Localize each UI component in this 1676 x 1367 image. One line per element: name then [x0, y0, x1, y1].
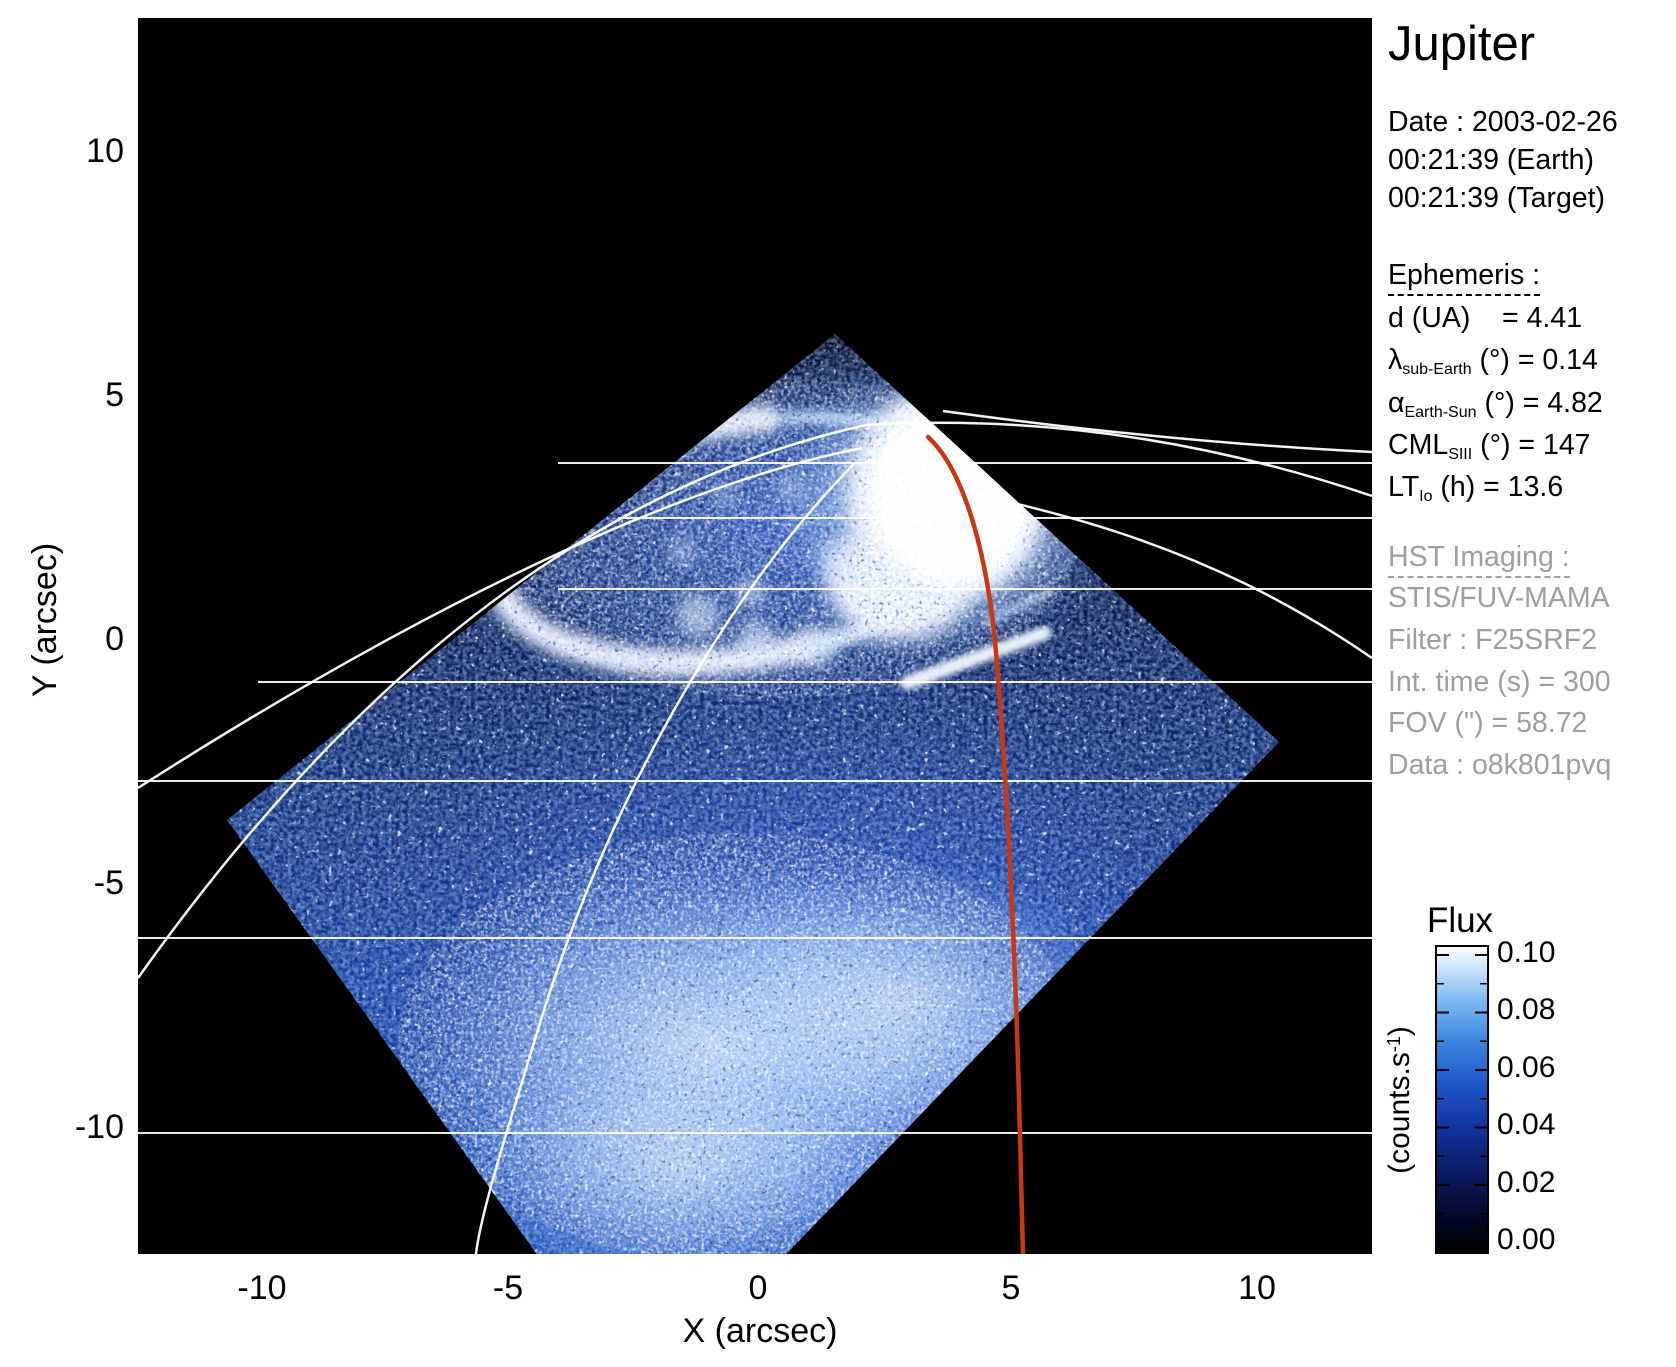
graticule	[138, 462, 1372, 1134]
ephemeris-row-sub-earth-lat: λsub-Earth (°) = 0.14	[1388, 344, 1598, 378]
x-tick-10: 10	[1238, 1269, 1276, 1307]
ephemeris-row-phase-angle: αEarth-Sun (°) = 4.82	[1388, 387, 1603, 421]
colorbar-gradient	[1437, 947, 1487, 1252]
hst-row-filter: Filter : F25SRF2	[1388, 624, 1598, 656]
colorbar-tick-label-006: 0.06	[1497, 1051, 1556, 1084]
ephemeris-header: Ephemeris :	[1388, 258, 1541, 296]
colorbar-ticks	[1437, 954, 1487, 1244]
image-panel	[138, 18, 1372, 1254]
figure-title: Jupiter	[1388, 17, 1536, 71]
hst-row-fov: FOV (") = 58.72	[1388, 707, 1588, 739]
y-tick-5: 5	[105, 376, 124, 414]
ephemeris-row-cml: CMLSIII (°) = 147	[1388, 429, 1591, 463]
date-line-3: 00:21:39 (Target)	[1388, 182, 1606, 214]
y-tick-0: 0	[105, 620, 124, 658]
y-axis-title: Y (arcsec)	[26, 542, 64, 698]
colorbar-title: Flux	[1426, 901, 1494, 940]
x-tick-n10: -10	[237, 1269, 287, 1307]
io-footprint-track	[925, 434, 1026, 1254]
y-tick-n5: -5	[93, 864, 124, 902]
colorbar-tick-label-000: 0.00	[1497, 1223, 1556, 1256]
colorbar-tick-label-004: 0.04	[1497, 1108, 1556, 1141]
colorbar	[1435, 945, 1489, 1254]
limb-arc	[138, 423, 867, 979]
hst-imaging-header: HST Imaging :	[1388, 540, 1570, 578]
colorbar-tick-label-010: 0.10	[1497, 936, 1556, 969]
date-line-2: 00:21:39 (Earth)	[1388, 144, 1594, 176]
y-tick-10: 10	[86, 132, 124, 170]
colorbar-tick-label-002: 0.02	[1497, 1166, 1556, 1199]
x-tick-0: 0	[748, 1269, 768, 1307]
colorbar-unit: (counts.s-1)	[1383, 1026, 1416, 1174]
x-tick-n5: -5	[492, 1269, 524, 1307]
hst-row-data-id: Data : o8k801pvq	[1388, 749, 1612, 781]
x-tick-5: 5	[1001, 1269, 1021, 1307]
jupiter-fuv-image	[138, 18, 1372, 1254]
y-tick-n10: -10	[74, 1108, 124, 1146]
colorbar-tick-label-008: 0.08	[1497, 993, 1556, 1026]
ephemeris-row-io-local-time: LTIo (h) = 13.6	[1388, 471, 1564, 505]
x-axis-title: X (arcsec)	[682, 1312, 838, 1350]
hst-row-instrument: STIS/FUV-MAMA	[1388, 582, 1610, 614]
ephemeris-row-distance: d (UA) = 4.41	[1388, 302, 1583, 334]
hst-row-int-time: Int. time (s) = 300	[1388, 666, 1611, 698]
date-line-1: Date : 2003-02-26	[1388, 106, 1618, 138]
satellite-footprint-streak	[900, 626, 1052, 690]
meridians-and-limb	[138, 409, 1372, 1254]
